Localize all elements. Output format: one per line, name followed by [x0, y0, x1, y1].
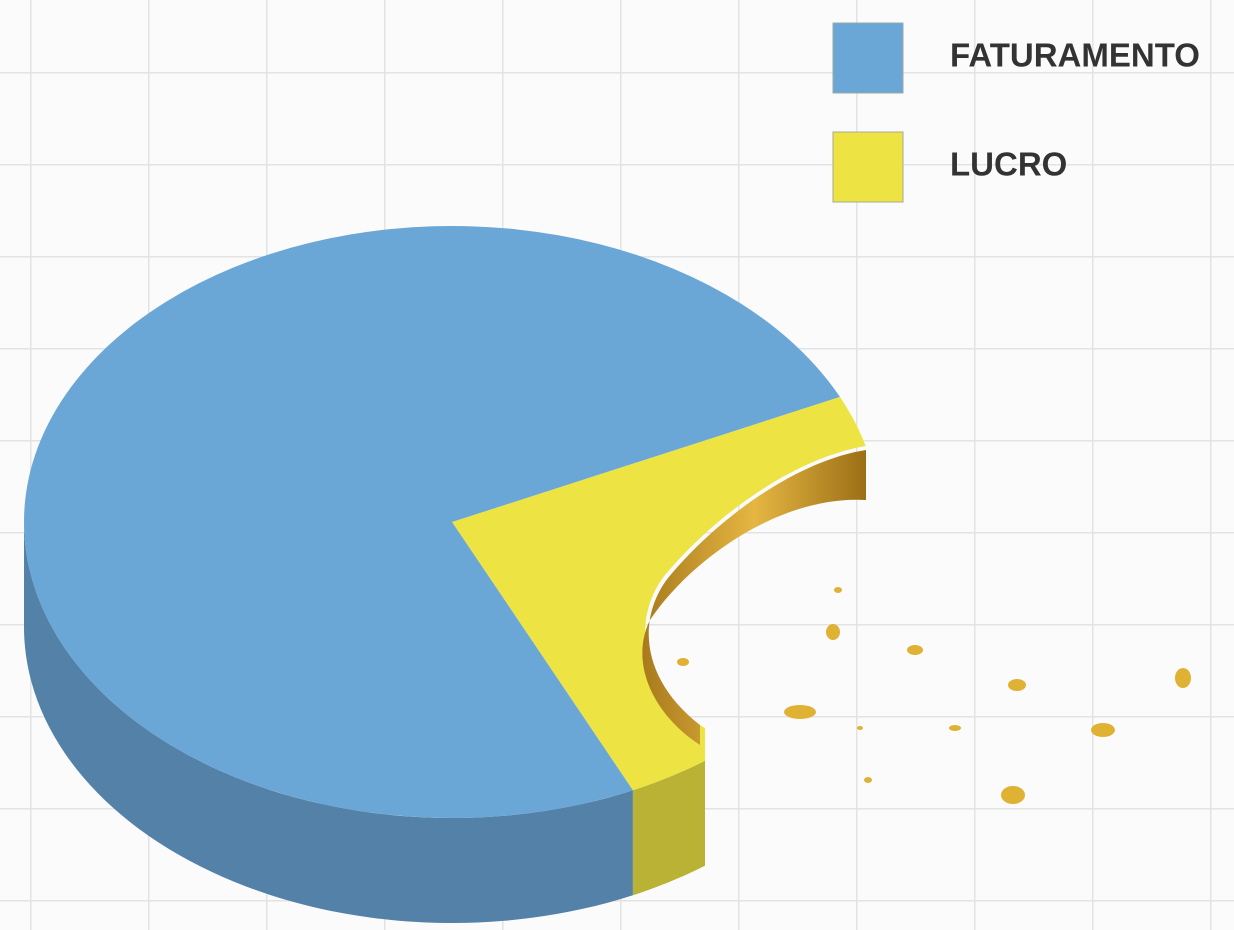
slice: [23, 225, 840, 924]
slice-side: [24, 522, 633, 924]
legend-label: FATURAMENTO: [950, 37, 1200, 74]
slice-top: [23, 225, 840, 818]
legend-swatch: [832, 22, 904, 94]
slice-side: [632, 522, 880, 896]
bite-decoration: [642, 380, 1191, 930]
legend-label: LUCRO: [950, 146, 1067, 183]
legend-swatch: [832, 131, 904, 203]
